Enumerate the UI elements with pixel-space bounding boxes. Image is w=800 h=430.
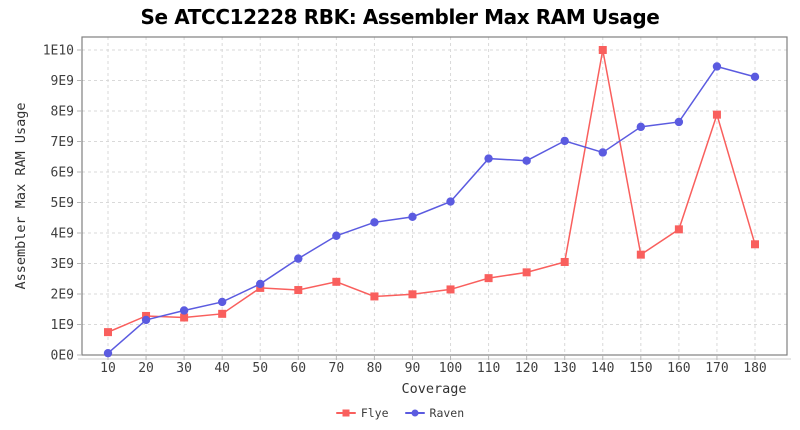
series-marker-flye [218, 309, 227, 318]
x-tick-label: 20 [138, 361, 154, 376]
series-marker-raven [636, 122, 646, 132]
series-marker-flye [180, 313, 189, 322]
series-marker-flye [294, 286, 303, 295]
series-marker-flye [484, 274, 493, 283]
y-tick-label: 5E9 [51, 196, 74, 211]
y-tick-label: 1E9 [51, 318, 74, 333]
x-tick-label: 170 [705, 361, 728, 376]
series-marker-raven [141, 315, 151, 325]
series-marker-flye [560, 257, 569, 266]
x-tick-label: 50 [252, 361, 268, 376]
series-marker-raven [674, 117, 684, 127]
x-tick-label: 180 [743, 361, 766, 376]
series-marker-raven [294, 254, 303, 263]
series-marker-flye [104, 328, 112, 337]
series-marker-flye [712, 110, 721, 119]
series-marker-flye [598, 46, 607, 54]
x-tick-label: 130 [553, 361, 576, 376]
legend-marker-flye-icon [335, 409, 356, 417]
series-marker-raven [522, 156, 531, 165]
series-marker-raven [103, 348, 113, 358]
x-tick-label: 30 [176, 361, 192, 376]
series-marker-raven [256, 279, 265, 289]
x-tick-label: 80 [367, 361, 383, 376]
series-marker-raven [484, 154, 493, 163]
y-tick-label: 2E9 [51, 288, 74, 303]
x-tick-label: 90 [405, 361, 421, 376]
legend-marker-raven-icon [404, 409, 425, 417]
x-tick-label: 10 [100, 361, 116, 376]
series-marker-raven [370, 218, 379, 227]
series-marker-raven [332, 231, 341, 240]
series-marker-raven [179, 306, 189, 315]
x-tick-label: 160 [667, 361, 690, 376]
y-tick-label: 9E9 [51, 74, 74, 89]
series-marker-raven [217, 297, 227, 307]
x-tick-label: 140 [591, 361, 614, 376]
legend-marker-shape-raven [411, 409, 419, 417]
series-line-flye [107, 49, 756, 333]
series-marker-flye [370, 292, 379, 301]
series-marker-flye [446, 285, 455, 294]
legend-item-flye: Flye [335, 406, 389, 420]
legend-label-flye: Flye [360, 406, 389, 420]
legend-label-raven: Raven [429, 406, 465, 420]
chart-title: Se ATCC12228 RBK: Assembler Max RAM Usag… [140, 5, 660, 29]
series-marker-raven [598, 148, 607, 157]
x-tick-label: 70 [329, 361, 345, 376]
y-tick-label: 0E0 [51, 349, 74, 364]
x-tick-label: 100 [439, 361, 462, 376]
x-tick-label: 60 [290, 361, 306, 376]
y-tick-label: 1E10 [43, 44, 74, 59]
legend: Flye Raven [0, 403, 800, 423]
x-tick-label: 150 [629, 361, 652, 376]
series-marker-flye [332, 277, 341, 286]
series-marker-raven [408, 212, 417, 222]
series-marker-raven [446, 197, 455, 206]
series-marker-flye [751, 240, 759, 249]
legend-marker-shape-flye [342, 409, 350, 417]
x-axis-title: Coverage [401, 381, 467, 397]
series-line-raven [107, 65, 756, 354]
series-marker-flye [522, 268, 531, 277]
y-tick-label: 7E9 [51, 135, 74, 150]
x-tick-label: 40 [214, 361, 230, 376]
legend-item-raven: Raven [404, 406, 465, 420]
y-tick-label: 4E9 [51, 227, 74, 242]
plot-border [81, 36, 788, 356]
x-tick-label: 120 [515, 361, 538, 376]
series-marker-raven [560, 136, 569, 146]
x-tick-label: 110 [477, 361, 500, 376]
series-marker-raven [750, 72, 760, 82]
series-marker-raven [712, 62, 722, 71]
y-tick-label: 6E9 [51, 166, 74, 181]
y-tick-label: 3E9 [51, 257, 74, 272]
y-tick-label: 8E9 [51, 105, 74, 120]
series-marker-flye [408, 290, 417, 299]
series-marker-flye [636, 250, 645, 259]
series-marker-flye [674, 225, 683, 234]
